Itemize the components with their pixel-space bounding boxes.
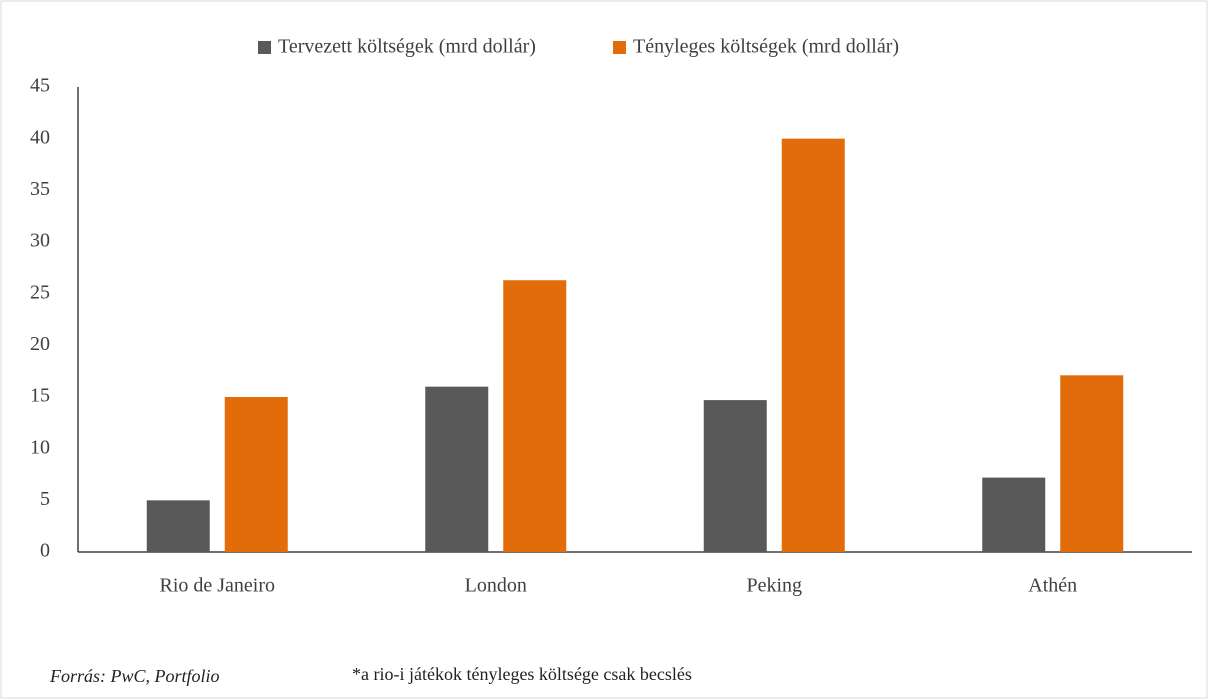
bar (781, 138, 845, 552)
x-tick-label: Rio de Janeiro (159, 575, 275, 597)
legend-label: Tervezett költségek (mrd dollár) (278, 36, 536, 58)
bar (703, 400, 767, 552)
source-note: Forrás: PwC, Portfolio (49, 666, 220, 686)
y-tick-label: 25 (30, 281, 50, 303)
x-tick-label: Peking (746, 575, 802, 597)
x-tick-label: London (465, 575, 527, 597)
y-tick-label: 5 (40, 488, 50, 510)
bar (224, 397, 288, 552)
bar (425, 386, 489, 552)
bar (146, 500, 210, 552)
legend-swatch (613, 41, 626, 54)
bar (503, 280, 567, 552)
y-tick-label: 40 (30, 126, 50, 148)
legend-label: Tényleges költségek (mrd dollár) (633, 36, 899, 58)
y-tick-label: 20 (30, 333, 50, 355)
y-tick-label: 35 (30, 178, 50, 200)
x-tick-label: Athén (1028, 575, 1077, 597)
y-tick-label: 10 (30, 436, 50, 458)
bar (982, 477, 1046, 552)
legend-swatch (258, 41, 271, 54)
bar (1060, 375, 1124, 552)
y-tick-label: 0 (40, 540, 50, 562)
footnote: *a rio-i játékok tényleges költsége csak… (352, 664, 692, 684)
y-tick-label: 45 (30, 75, 50, 97)
y-tick-label: 30 (30, 230, 50, 252)
y-tick-label: 15 (30, 385, 50, 407)
